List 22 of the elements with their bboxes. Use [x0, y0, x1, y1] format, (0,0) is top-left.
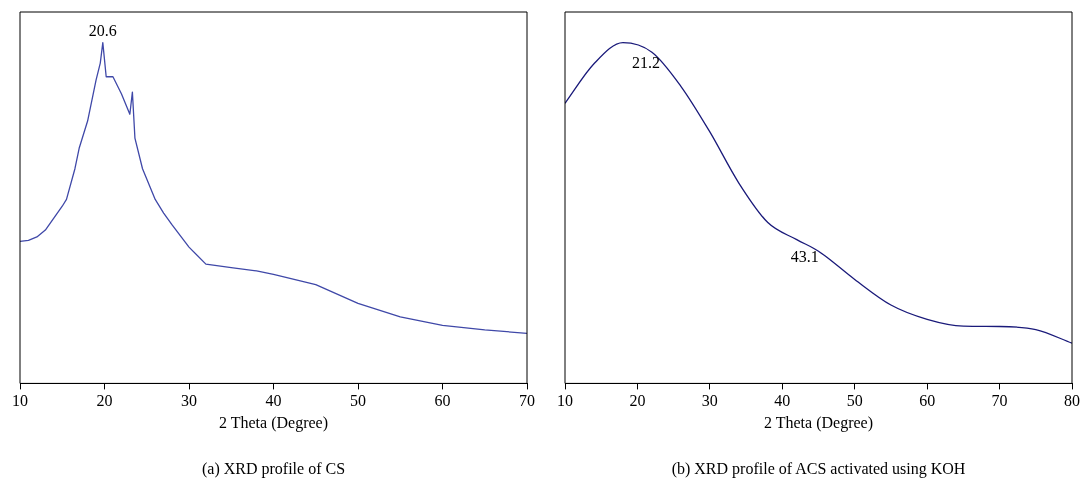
x-tick-label: 10	[12, 392, 28, 410]
x-axis-title: 2 Theta (Degree)	[764, 414, 873, 433]
annotation: 43.1	[790, 247, 819, 265]
x-tick-label: 60	[434, 392, 451, 410]
x-tick-label: 50	[846, 392, 863, 410]
x-tick-label: 70	[519, 392, 535, 410]
x-tick-label: 50	[350, 392, 366, 410]
x-tick-label: 20	[96, 392, 113, 410]
x-tick-label: 80	[1064, 392, 1080, 410]
x-tick-label: 10	[557, 392, 573, 410]
x-tick-label: 40	[774, 392, 791, 410]
x-axis-title: 2 Theta (Degree)	[219, 414, 328, 433]
annotation: 21.2	[632, 53, 661, 71]
annotation: 20.6	[88, 21, 117, 39]
x-tick-label: 30	[701, 392, 718, 410]
text: (b) XRD profile of ACS activated using KOH	[671, 459, 966, 478]
x-tick-label: 30	[181, 392, 197, 410]
text: (a) XRD profile of CS	[201, 459, 346, 478]
x-tick-label: 60	[919, 392, 936, 410]
x-tick-label: 40	[265, 392, 282, 410]
x-tick-label: 70	[991, 392, 1008, 410]
x-tick-label: 20	[629, 392, 646, 410]
